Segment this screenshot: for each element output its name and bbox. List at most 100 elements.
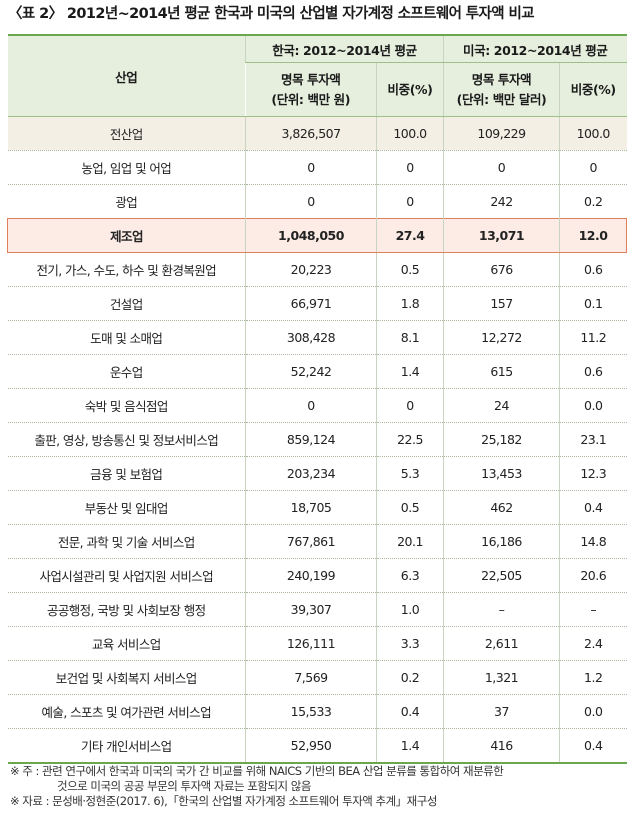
industry-header: 산업 xyxy=(7,35,246,117)
korea-amount-cell: 0 xyxy=(245,388,377,423)
us-amount-cell: 16,186 xyxy=(443,524,560,559)
industry-cell: 농업, 임업 및 어업 xyxy=(7,150,246,185)
korea-amount-header-line1: 명목 투자액 xyxy=(281,71,341,87)
korea-share-cell: 5.3 xyxy=(376,456,444,491)
industry-cell: 부동산 및 임대업 xyxy=(7,490,246,525)
korea-share-cell: 1.4 xyxy=(376,354,444,389)
industry-cell: 건설업 xyxy=(7,286,246,321)
korea-amount-cell: 18,705 xyxy=(245,490,377,525)
korea-amount-cell: 52,242 xyxy=(245,354,377,389)
us-amount-cell: 12,272 xyxy=(443,320,560,355)
us-share-cell: 0.6 xyxy=(559,252,627,287)
table-row: 공공행정, 국방 및 사회보장 행정 39,307 1.0– – xyxy=(7,592,627,627)
korea-amount-cell: 126,111 xyxy=(245,626,377,661)
korea-amount-cell: 39,307 xyxy=(245,592,377,627)
korea-share-cell: 0.4 xyxy=(376,694,444,729)
us-amount-cell: 2,611 xyxy=(443,626,560,661)
table-row: 예술, 스포츠 및 여가관련 서비스업 15,533 0.4 37 0.0 xyxy=(7,694,627,729)
us-amount-header: 명목 투자액 (단위: 백만 달러) xyxy=(443,62,560,117)
us-amount-cell: – xyxy=(443,592,560,627)
korea-amount-cell: 15,533 xyxy=(245,694,377,729)
korea-amount-cell: 66,971 xyxy=(245,286,377,321)
us-amount-cell: 24 xyxy=(443,388,560,423)
korea-amount-cell: 308,428 xyxy=(245,320,377,355)
korea-share-cell: 1.0 xyxy=(376,592,444,627)
table-body: 전산업 3,826,507 100.0 109,229 100.0 농업, 임업 및 어업… xyxy=(7,116,627,764)
korea-share-cell: 1.4 xyxy=(376,728,444,764)
note-line-2: 것으로 미국의 공공 부문의 투자액 자료는 포함되지 않음 xyxy=(57,779,311,793)
us-share-cell: 11.2 xyxy=(559,320,627,355)
us-share-cell: 20.6 xyxy=(559,558,627,593)
korea-share-cell: 27.4 xyxy=(376,218,444,253)
korea-share-cell: 1.8 xyxy=(376,286,444,321)
us-share-cell: 0 xyxy=(559,150,627,185)
us-amount-cell: 13,453 xyxy=(443,456,560,491)
korea-amount-cell: 767,861 xyxy=(245,524,377,559)
korea-amount-cell: 3,826,507 xyxy=(245,116,377,151)
industry-cell: 사업시설관리 및 사업지원 서비스업 xyxy=(7,558,246,593)
korea-share-cell: 20.1 xyxy=(376,524,444,559)
industry-cell: 기타 개인서비스업 xyxy=(7,728,246,764)
table-row: 농업, 임업 및 어업 0 0 0 0 xyxy=(7,150,627,185)
us-share-cell: 0.2 xyxy=(559,184,627,219)
us-amount-cell: 109,229 xyxy=(443,116,560,151)
us-amount-cell: 22,505 xyxy=(443,558,560,593)
us-amount-cell: 0 xyxy=(443,150,560,185)
us-share-cell: 0.0 xyxy=(559,388,627,423)
korea-share-cell: 8.1 xyxy=(376,320,444,355)
industry-cell: 보건업 및 사회복지 서비스업 xyxy=(7,660,246,695)
us-amount-cell: 37 xyxy=(443,694,560,729)
korea-share-cell: 0 xyxy=(376,184,444,219)
korea-share-cell: 100.0 xyxy=(376,116,444,151)
korea-amount-cell: 240,199 xyxy=(245,558,377,593)
industry-cell: 전산업 xyxy=(7,116,246,151)
korea-share-cell: 3.3 xyxy=(376,626,444,661)
table-row: 기타 개인서비스업 52,950 1.4 416 0.4 xyxy=(7,728,627,764)
korea-amount-cell: 203,234 xyxy=(245,456,377,491)
korea-share-cell: 0.2 xyxy=(376,660,444,695)
us-group-header: 미국: 2012~2014년 평균 xyxy=(443,35,627,63)
us-share-cell: 14.8 xyxy=(559,524,627,559)
investment-table: 산업 한국: 2012~2014년 평균 미국: 2012~2014년 평균 명… xyxy=(7,34,627,764)
table-row: 보건업 및 사회복지 서비스업 7,569 0.2 1,321 1.2 xyxy=(7,660,627,695)
us-share-cell: 12.3 xyxy=(559,456,627,491)
table-row: 부동산 및 임대업 18,705 0.5 462 0.4 xyxy=(7,490,627,525)
us-amount-cell: 157 xyxy=(443,286,560,321)
us-share-cell: – xyxy=(559,592,627,627)
table-row: 금융 및 보험업 203,234 5.3 13,453 12.3 xyxy=(7,456,627,491)
korea-amount-cell: 1,048,050 xyxy=(245,218,377,253)
korea-share-header: 비중(%) xyxy=(376,62,444,117)
industry-cell: 제조업 xyxy=(7,218,246,253)
korea-amount-cell: 859,124 xyxy=(245,422,377,457)
us-amount-cell: 13,071 xyxy=(443,218,560,253)
us-amount-cell: 25,182 xyxy=(443,422,560,457)
table-row: 건설업 66,971 1.8 157 0.1 xyxy=(7,286,627,321)
industry-cell: 공공행정, 국방 및 사회보장 행정 xyxy=(7,592,246,627)
industry-cell: 도매 및 소매업 xyxy=(7,320,246,355)
us-share-cell: 1.2 xyxy=(559,660,627,695)
korea-share-cell: 6.3 xyxy=(376,558,444,593)
us-amount-cell: 462 xyxy=(443,490,560,525)
us-share-cell: 2.4 xyxy=(559,626,627,661)
industry-cell: 숙박 및 음식점업 xyxy=(7,388,246,423)
us-share-cell: 0.6 xyxy=(559,354,627,389)
korea-amount-cell: 52,950 xyxy=(245,728,377,764)
table-row: 광업 0 0 242 0.2 xyxy=(7,184,627,219)
table-row: 전기, 가스, 수도, 하수 및 환경복원업 20,223 0.5 676 0.6 xyxy=(7,252,627,287)
us-amount-cell: 615 xyxy=(443,354,560,389)
us-share-header: 비중(%) xyxy=(559,62,627,117)
korea-amount-header: 명목 투자액 (단위: 백만 원) xyxy=(245,62,377,117)
korea-share-cell: 0.5 xyxy=(376,490,444,525)
us-amount-header-line2: (단위: 백만 달러) xyxy=(456,91,547,107)
table-row: 도매 및 소매업 308,428 8.1 12,272 11.2 xyxy=(7,320,627,355)
korea-share-cell: 22.5 xyxy=(376,422,444,457)
industry-cell: 운수업 xyxy=(7,354,246,389)
korea-amount-cell: 20,223 xyxy=(245,252,377,287)
korea-share-cell: 0 xyxy=(376,150,444,185)
us-amount-cell: 416 xyxy=(443,728,560,764)
industry-cell: 예술, 스포츠 및 여가관련 서비스업 xyxy=(7,694,246,729)
us-share-cell: 100.0 xyxy=(559,116,627,151)
industry-cell: 금융 및 보험업 xyxy=(7,456,246,491)
us-share-cell: 0.4 xyxy=(559,728,627,764)
table-row: 숙박 및 음식점업 0 0 24 0.0 xyxy=(7,388,627,423)
